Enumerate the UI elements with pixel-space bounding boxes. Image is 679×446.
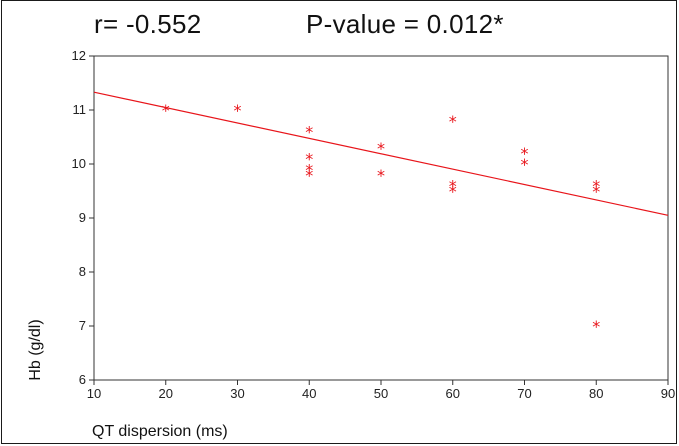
x-tick-label: 80 xyxy=(589,386,603,401)
p-value-text: P-value = 0.012* xyxy=(306,9,504,39)
data-point: * xyxy=(377,166,385,185)
data-point: * xyxy=(521,144,529,163)
y-tick-label: 7 xyxy=(79,318,86,333)
data-point: * xyxy=(305,123,313,142)
data-point: * xyxy=(305,160,313,179)
data-point: * xyxy=(234,101,242,120)
x-tick-label: 30 xyxy=(230,386,244,401)
data-point: * xyxy=(162,101,170,120)
x-tick-label: 90 xyxy=(661,386,675,401)
x-tick-label: 50 xyxy=(374,386,388,401)
regression-line xyxy=(93,91,669,216)
y-tick-label: 11 xyxy=(73,102,87,117)
y-tick-label: 8 xyxy=(79,264,86,279)
y-tick-label: 6 xyxy=(79,372,86,387)
data-point: * xyxy=(305,166,313,185)
data-point: * xyxy=(449,112,457,131)
data-point: * xyxy=(592,317,600,336)
data-point: * xyxy=(377,139,385,158)
data-point: * xyxy=(592,182,600,201)
x-axis-title: QT dispersion (ms) xyxy=(92,423,228,440)
plot-border xyxy=(93,55,669,381)
y-tick-label: 12 xyxy=(72,48,86,63)
x-tick-label: 70 xyxy=(517,386,531,401)
data-point: * xyxy=(592,177,600,196)
x-tick-label: 40 xyxy=(302,386,316,401)
x-tick-label: 10 xyxy=(87,386,101,401)
x-tick-label: 60 xyxy=(446,386,460,401)
correlation-coefficient-text: r= -0.552 xyxy=(94,9,202,39)
data-point: * xyxy=(449,177,457,196)
y-axis-title: Hb (g/dl) xyxy=(27,319,44,380)
y-tick-label: 10 xyxy=(72,156,86,171)
data-point: * xyxy=(521,155,529,174)
data-point: * xyxy=(305,150,313,169)
data-point: * xyxy=(449,182,457,201)
x-tick-label: 20 xyxy=(159,386,173,401)
y-tick-label: 9 xyxy=(79,210,86,225)
